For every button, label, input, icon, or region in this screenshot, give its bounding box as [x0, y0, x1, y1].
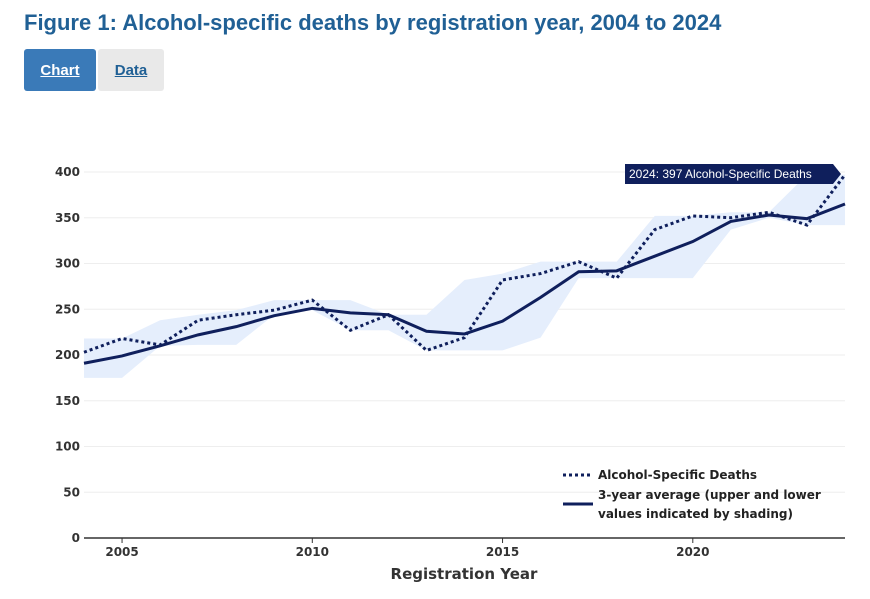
tooltip: 2024: 397 Alcohol-Specific Deaths: [625, 164, 841, 184]
tab-data[interactable]: Data: [98, 49, 164, 91]
y-tick-label: 200: [55, 348, 80, 362]
y-tick-label: 50: [63, 485, 80, 499]
y-tick-label: 150: [55, 394, 80, 408]
series-alcohol-specific-deaths: [83, 173, 847, 354]
y-tick-label: 350: [55, 211, 80, 225]
y-tick-label: 0: [72, 531, 80, 545]
legend: Alcohol-Specific Deaths 3-year average (…: [563, 468, 821, 521]
x-tick-label: 2005: [105, 545, 138, 559]
legend-label-deaths: Alcohol-Specific Deaths: [598, 468, 757, 482]
tab-chart[interactable]: Chart: [24, 49, 96, 91]
y-tick-label: 250: [55, 302, 80, 316]
x-tick-label: 2015: [486, 545, 519, 559]
y-tick-label: 300: [55, 257, 80, 271]
x-tick-label: 2010: [296, 545, 329, 559]
page-title: Figure 1: Alcohol-specific deaths by reg…: [24, 10, 722, 35]
legend-label-average-line1: 3-year average (upper and lower: [598, 488, 821, 502]
y-tick-label: 100: [55, 440, 80, 454]
y-tick-label: 400: [55, 165, 80, 179]
tooltip-text: 2024: 397 Alcohol-Specific Deaths: [629, 167, 812, 181]
series-3-year-average: [83, 202, 846, 365]
x-axis-label: Registration Year: [391, 565, 539, 583]
legend-label-average-line2: values indicated by shading): [598, 507, 793, 521]
tooltip-box: [625, 164, 841, 184]
x-tick-label: 2020: [676, 545, 709, 559]
average-range-shading: [84, 174, 845, 378]
